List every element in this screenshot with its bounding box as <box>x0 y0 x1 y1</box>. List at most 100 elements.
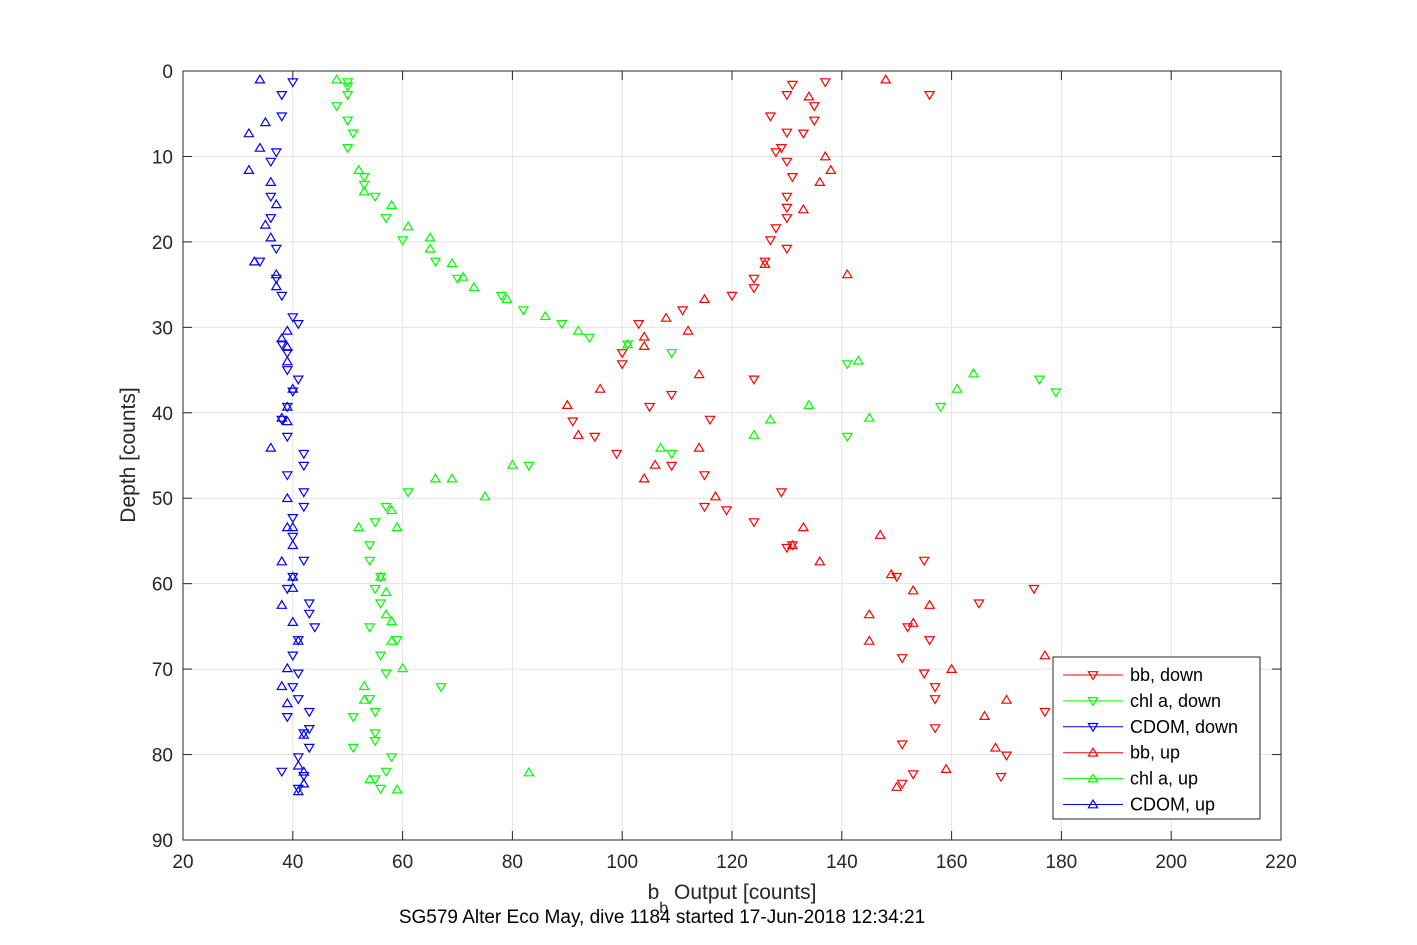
data-point <box>276 555 288 566</box>
x-tick-label: 220 <box>1265 852 1297 873</box>
data-point <box>1000 751 1013 761</box>
x-tick-label: 20 <box>172 852 193 873</box>
data-point <box>292 695 304 705</box>
data-point <box>270 198 282 209</box>
data-point <box>1028 584 1040 595</box>
data-point <box>303 609 315 620</box>
data-point <box>243 127 255 138</box>
data-point <box>907 617 919 627</box>
data-point <box>446 257 458 268</box>
data-point <box>270 274 282 285</box>
data-point <box>506 459 519 469</box>
data-point <box>989 742 1002 752</box>
data-point <box>259 219 272 229</box>
data-point <box>468 281 480 292</box>
y-tick-label: 0 <box>162 62 173 83</box>
data-point <box>781 128 793 139</box>
data-point <box>303 599 315 609</box>
data-point <box>759 258 771 268</box>
data-point <box>309 623 321 633</box>
x-axis-label-subscript: b <box>659 900 668 917</box>
data-point <box>841 360 853 370</box>
x-tick-label: 120 <box>716 852 748 873</box>
data-point <box>567 417 579 427</box>
legend-item-chl-a-up: chl a, up <box>1063 769 1198 789</box>
data-point <box>380 586 392 597</box>
data-point <box>254 74 266 84</box>
data-point <box>276 680 288 691</box>
data-point <box>292 669 304 679</box>
x-tick-label: 180 <box>1046 852 1078 873</box>
data-point <box>380 214 392 224</box>
y-tick-label: 10 <box>152 147 173 168</box>
data-point <box>676 306 689 316</box>
data-point <box>781 157 793 168</box>
data-point <box>369 518 381 528</box>
data-point <box>665 449 678 460</box>
data-point <box>287 582 299 592</box>
data-point <box>287 571 299 581</box>
data-point <box>281 401 293 411</box>
data-point <box>973 599 985 609</box>
data-point <box>654 442 667 452</box>
data-point <box>402 220 414 231</box>
legend-marker <box>1087 722 1099 733</box>
data-point <box>270 268 282 279</box>
data-point <box>281 521 293 532</box>
data-point <box>803 91 815 101</box>
data-point <box>265 176 277 186</box>
series-bb-down <box>567 78 1051 790</box>
data-point <box>665 390 678 401</box>
data-point <box>539 310 551 321</box>
data-point <box>265 157 277 168</box>
data-point <box>276 599 288 609</box>
x-tick-label: 160 <box>936 852 968 873</box>
data-point <box>292 375 304 385</box>
legend-item-cdom-down: CDOM, down <box>1063 717 1238 737</box>
data-point <box>786 539 799 550</box>
data-point <box>825 164 837 174</box>
data-point <box>797 521 810 532</box>
data-point <box>287 513 299 524</box>
data-point <box>781 203 793 214</box>
x-axis-label-rest: Output [counts] <box>668 881 816 904</box>
data-point <box>891 781 903 791</box>
data-point <box>693 368 705 379</box>
x-axis-label: bb Output [counts] <box>648 881 817 917</box>
data-point <box>364 541 376 551</box>
data-point <box>424 232 436 242</box>
data-point <box>951 383 963 393</box>
data-point <box>391 521 403 532</box>
data-point <box>923 90 936 101</box>
data-point <box>265 442 277 452</box>
figure-caption: SG579 Alter Eco May, dive 1184 started 1… <box>399 907 925 928</box>
data-point <box>786 173 799 183</box>
data-point <box>638 473 650 483</box>
data-point <box>254 142 266 152</box>
data-point <box>616 360 628 370</box>
data-point <box>1033 375 1046 385</box>
data-point <box>451 274 464 285</box>
data-point <box>391 784 403 794</box>
x-tick-label: 40 <box>282 852 303 873</box>
data-point <box>781 214 793 224</box>
data-point <box>347 129 359 139</box>
data-point <box>682 325 694 335</box>
data-point <box>380 669 392 679</box>
data-point <box>660 312 672 322</box>
data-point <box>863 412 875 422</box>
data-point <box>808 116 820 127</box>
data-point <box>358 180 370 191</box>
data-point <box>281 366 293 376</box>
data-point <box>429 473 442 483</box>
data-point <box>819 150 831 161</box>
data-point <box>358 173 370 183</box>
data-point <box>374 651 387 661</box>
series-bb-up <box>561 74 1051 791</box>
data-point <box>287 383 299 393</box>
data-point <box>896 740 908 750</box>
data-point <box>572 429 584 439</box>
data-point <box>270 280 282 291</box>
data-point <box>292 635 304 645</box>
data-point <box>298 771 310 782</box>
